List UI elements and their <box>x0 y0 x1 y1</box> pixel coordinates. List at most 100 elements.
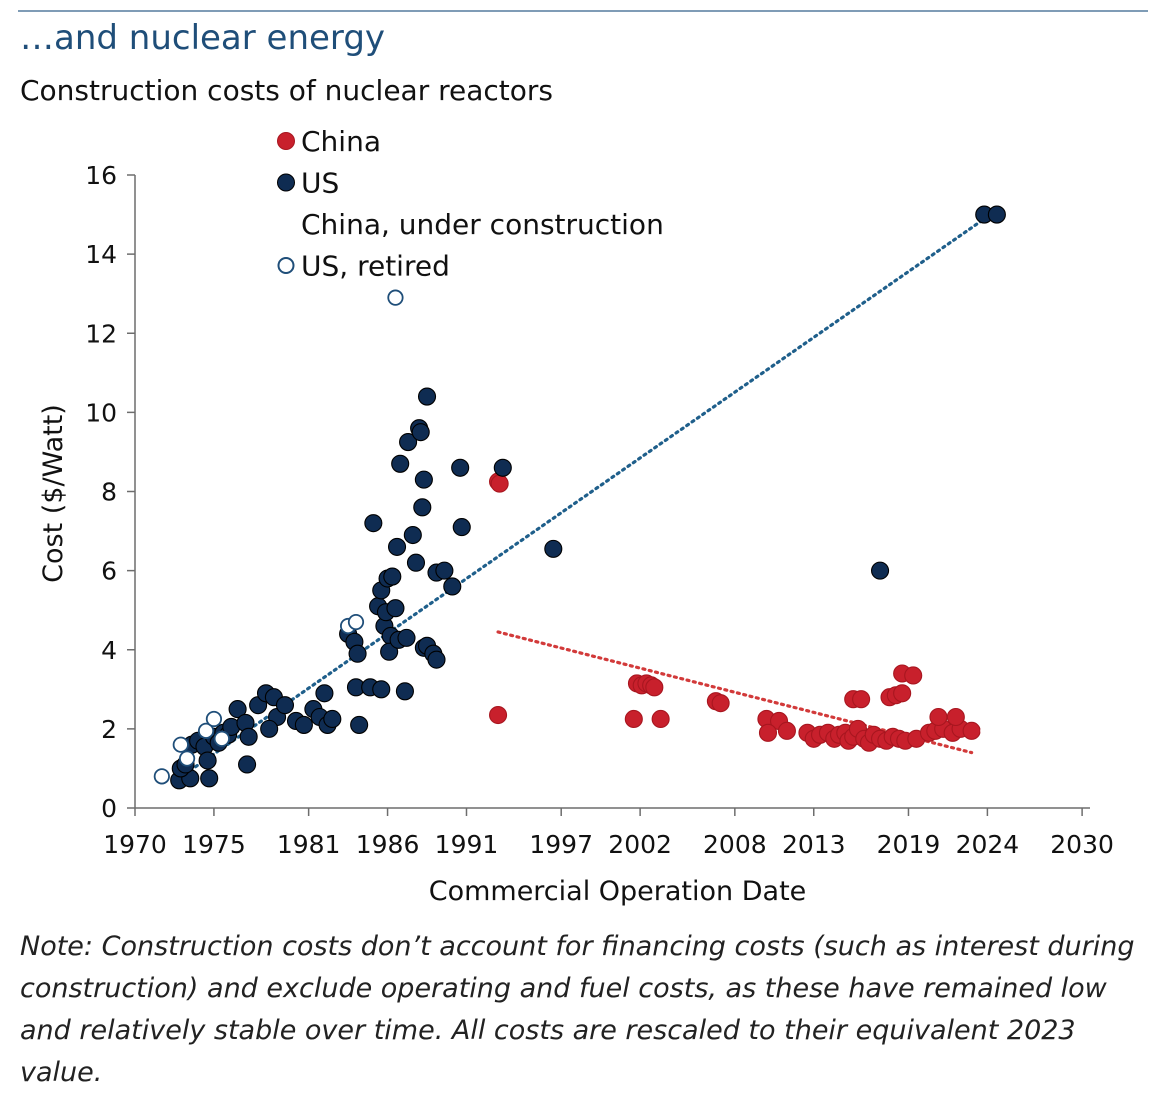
china-uc-point <box>1059 709 1074 725</box>
trendlines <box>188 212 993 773</box>
us-retired-point <box>153 768 170 785</box>
us-point <box>414 470 433 489</box>
us-retired-point <box>178 750 196 767</box>
us-point <box>417 387 437 406</box>
us-point <box>275 696 295 715</box>
us-point <box>544 539 563 558</box>
china-point <box>490 474 509 493</box>
us-point <box>198 751 217 770</box>
y-tick-label: 4 <box>101 636 117 665</box>
china-point <box>929 707 948 727</box>
y-tick-label: 0 <box>101 794 117 823</box>
us-series <box>170 205 1006 790</box>
y-tick-label: 12 <box>85 319 117 348</box>
us-point <box>395 682 414 701</box>
us-point <box>406 553 426 572</box>
us-point <box>383 567 402 586</box>
china-point <box>711 694 730 713</box>
legend-marker-china-uc <box>278 216 294 232</box>
us-point <box>435 561 454 580</box>
china-point <box>904 666 923 685</box>
footnote: Note: Construction costs don’t account f… <box>20 931 1135 1088</box>
us-point <box>391 454 410 473</box>
y-tick-label: 16 <box>85 161 117 190</box>
china-uc-point <box>980 723 995 739</box>
china-uc-point <box>1071 733 1087 748</box>
y-axis-label: Cost ($/Watt) <box>38 404 69 583</box>
us-retired-point <box>197 722 215 739</box>
china-uc-point <box>1063 723 1079 739</box>
us-point <box>380 642 399 661</box>
x-tick-label: 1997 <box>529 830 593 859</box>
us-point <box>200 769 219 788</box>
legend-label-us-retired: US, retired <box>301 250 450 283</box>
data-points <box>153 205 1087 790</box>
us-point <box>403 525 422 545</box>
legend-marker-us-retired <box>277 257 295 274</box>
china-point <box>645 678 664 697</box>
us-point <box>364 514 383 533</box>
us-point <box>239 727 258 746</box>
china-point <box>651 709 670 729</box>
us-point <box>452 518 471 537</box>
x-tick-label: 2013 <box>782 830 846 859</box>
china-point <box>962 721 981 740</box>
us-point <box>350 715 369 734</box>
us-point <box>348 644 367 663</box>
x-tick-label: 2030 <box>1050 830 1114 859</box>
us-point <box>238 755 257 774</box>
y-tick-label: 6 <box>101 557 117 586</box>
us-point <box>443 577 462 596</box>
us-point <box>228 700 247 719</box>
legend: China US China, under construction US, reti… <box>277 125 664 283</box>
us-retired-point <box>213 730 230 747</box>
us-trend-line <box>188 212 993 773</box>
us-point <box>413 498 432 517</box>
legend-marker-us <box>277 173 295 192</box>
legend-label-china: China <box>301 125 381 158</box>
y-tick-label: 10 <box>85 398 117 427</box>
us-point <box>427 650 446 669</box>
us-point <box>323 709 342 729</box>
us-point <box>399 432 418 452</box>
y-tick-label: 2 <box>101 715 117 744</box>
x-tick-label: 1970 <box>103 830 167 859</box>
y-tick-label: 8 <box>101 478 117 507</box>
legend-marker-china <box>277 132 295 150</box>
china-series <box>489 472 981 752</box>
headline: …and nuclear energy <box>20 18 386 58</box>
x-axis-label: Commercial Operation Date <box>429 876 807 907</box>
china-point <box>758 723 778 742</box>
us-point <box>871 561 890 580</box>
x-tick-label: 2019 <box>877 830 941 859</box>
us-point <box>387 537 407 556</box>
us-point <box>987 205 1006 224</box>
us-point <box>493 458 512 477</box>
china-uc-series <box>980 699 1087 748</box>
us-point <box>386 599 405 618</box>
x-tick-label: 1991 <box>435 830 499 859</box>
china-point <box>489 705 508 725</box>
china-point <box>624 709 643 729</box>
x-tick-label: 2008 <box>703 830 767 859</box>
x-tick-label: 1975 <box>182 830 246 859</box>
china-uc-point <box>999 717 1014 733</box>
x-tick-label: 1981 <box>277 830 341 859</box>
axes: 0 2 4 6 8 10 12 14 16 1970 1975 1981 1986 1991 1997 200… <box>38 161 1114 907</box>
top-rule <box>18 10 1148 12</box>
y-tick-label: 14 <box>85 240 117 269</box>
us-retired-point <box>205 710 223 728</box>
china-uc-point <box>1043 711 1058 727</box>
legend-label-china-uc: China, under construction <box>301 208 664 241</box>
us-point <box>397 628 416 647</box>
us-retired-point <box>387 289 404 306</box>
us-point <box>294 715 313 734</box>
china-point <box>946 707 965 727</box>
x-tick-label: 2024 <box>956 830 1020 859</box>
china-point <box>777 721 796 740</box>
legend-label-us: US <box>301 167 339 200</box>
us-retired-series <box>153 289 404 785</box>
us-point <box>451 458 470 477</box>
scatter-chart: 0 2 4 6 8 10 12 14 16 1970 1975 1981 1986 1991 1997 200… <box>38 125 1114 907</box>
chart-subtitle: Construction costs of nuclear reactors <box>20 74 553 107</box>
